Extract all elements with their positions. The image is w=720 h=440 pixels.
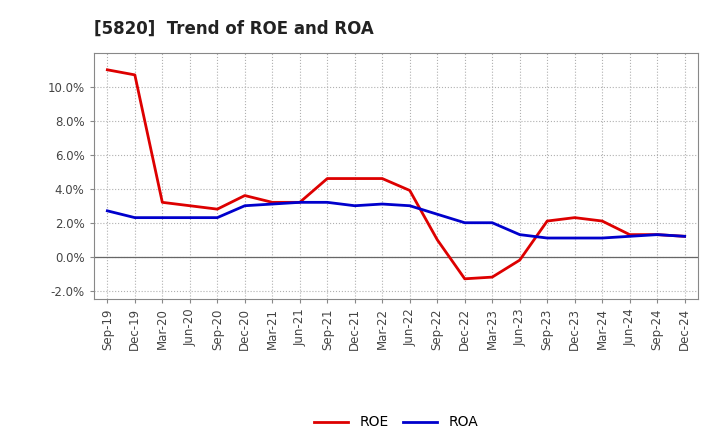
Line: ROA: ROA [107,202,685,238]
ROE [186,203,194,209]
ROA [405,203,414,209]
ROA [103,208,112,213]
ROA [488,220,497,225]
ROA [268,202,276,207]
ROE [103,67,112,73]
ROA [570,235,579,241]
ROE [653,232,662,237]
ROE [543,218,552,224]
ROE [680,234,689,239]
ROA [378,202,387,207]
ROA [598,235,606,241]
ROA [158,215,166,220]
Text: [5820]  Trend of ROE and ROA: [5820] Trend of ROE and ROA [94,20,374,38]
ROE [351,176,359,181]
ROA [460,220,469,225]
ROA [543,235,552,241]
ROA [626,234,634,239]
ROE [433,237,441,242]
ROA [516,232,524,237]
ROA [680,234,689,239]
Legend: ROE, ROA: ROE, ROA [308,410,484,435]
ROE [598,218,606,224]
ROE [130,72,139,77]
ROA [351,203,359,209]
ROE [240,193,249,198]
ROE [516,257,524,263]
ROA [130,215,139,220]
ROA [433,212,441,217]
ROE [158,200,166,205]
ROA [323,200,332,205]
ROE [378,176,387,181]
ROE [626,232,634,237]
ROE [570,215,579,220]
ROE [460,276,469,282]
ROA [213,215,222,220]
ROE [213,206,222,212]
ROE [268,200,276,205]
ROA [295,200,304,205]
ROE [295,200,304,205]
ROE [488,275,497,280]
ROA [186,215,194,220]
Line: ROE: ROE [107,70,685,279]
ROE [405,188,414,193]
ROA [240,203,249,209]
ROE [323,176,332,181]
ROA [653,232,662,237]
